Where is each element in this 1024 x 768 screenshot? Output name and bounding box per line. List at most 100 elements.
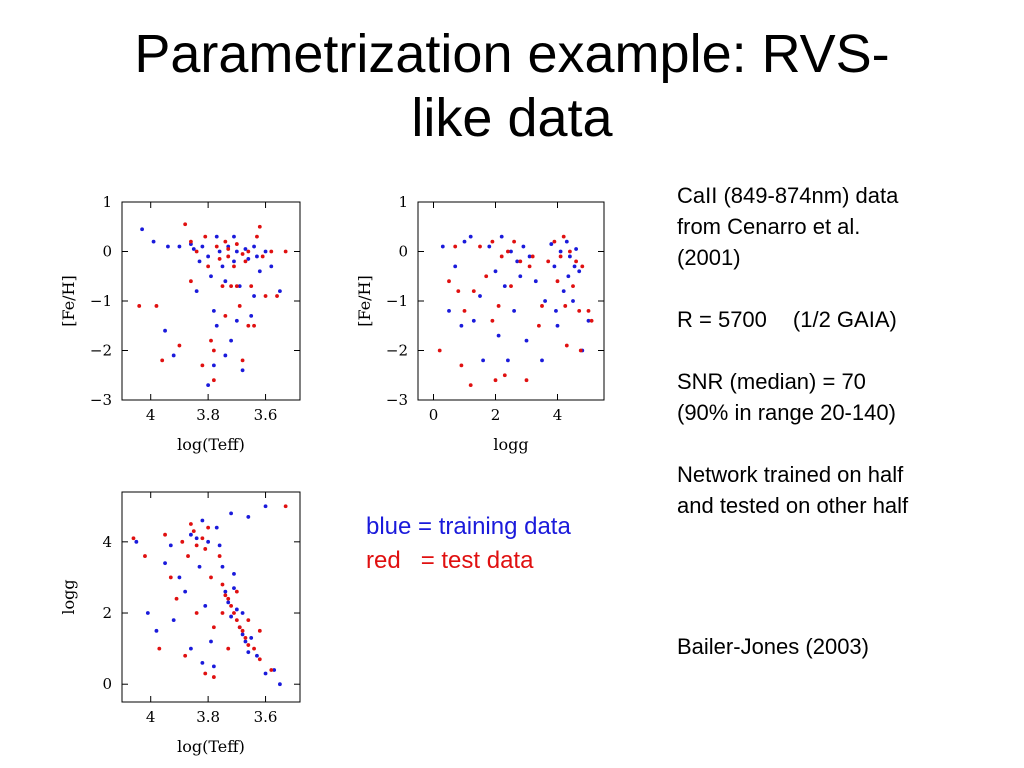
training-data-point bbox=[459, 323, 464, 328]
test-data-point bbox=[131, 536, 136, 541]
test-data-point bbox=[154, 304, 159, 308]
training-data-point bbox=[255, 254, 259, 259]
test-data-point bbox=[220, 611, 225, 615]
training-data-point bbox=[234, 249, 239, 254]
training-data-point bbox=[232, 259, 236, 264]
test-data-point bbox=[499, 254, 504, 259]
x-tick-label: 4 bbox=[553, 406, 563, 424]
scatter-feh-vs-logg: 0 2 4 1 0 −1 −2 −3 logg [Fe/H] bbox=[355, 193, 605, 454]
training-data-point bbox=[194, 536, 199, 541]
training-data-point bbox=[217, 249, 222, 254]
info-data-line-3: (2001) bbox=[677, 245, 741, 270]
info-resolution: R = 5700 (1/2 GAIA) bbox=[677, 304, 1007, 335]
training-data-point bbox=[571, 299, 575, 303]
training-data-point bbox=[478, 294, 482, 298]
test-data-point bbox=[234, 242, 239, 246]
training-data-point bbox=[481, 358, 485, 363]
training-data-point bbox=[255, 653, 259, 658]
training-data-point bbox=[554, 309, 558, 313]
training-data-point bbox=[278, 682, 282, 687]
training-data-point bbox=[217, 543, 222, 548]
test-data-point bbox=[509, 284, 513, 289]
info-resolution-note: (1/2 GAIA) bbox=[792, 307, 897, 332]
plot-frame bbox=[417, 201, 605, 401]
test-data-point bbox=[174, 596, 179, 601]
training-data-point bbox=[234, 607, 239, 612]
test-data-point bbox=[189, 279, 193, 284]
training-data-point bbox=[211, 363, 216, 368]
test-data-point bbox=[183, 222, 188, 227]
x-tick-label: 3.6 bbox=[254, 708, 278, 726]
test-data-point bbox=[257, 224, 262, 229]
training-data-point bbox=[232, 571, 236, 576]
training-data-point bbox=[229, 338, 233, 343]
info-data-line-1: CaII (849-874nm) data bbox=[677, 183, 899, 208]
test-data-point bbox=[255, 234, 259, 239]
test-data-point bbox=[226, 247, 231, 251]
test-data-point bbox=[217, 257, 222, 261]
test-data-point bbox=[217, 554, 222, 558]
test-data-point bbox=[462, 309, 467, 313]
training-data-point bbox=[447, 309, 451, 313]
test-data-point bbox=[220, 284, 225, 289]
test-data-point bbox=[189, 239, 193, 244]
test-data-point bbox=[558, 254, 563, 259]
plot-frame bbox=[121, 491, 301, 703]
training-data-point bbox=[558, 249, 563, 254]
test-data-point bbox=[580, 264, 585, 269]
test-data-point bbox=[263, 294, 268, 298]
training-data-point bbox=[206, 383, 211, 388]
training-data-point bbox=[203, 603, 208, 608]
test-data-point bbox=[252, 323, 256, 328]
y-tick-label: −3 bbox=[90, 391, 112, 409]
test-data-point bbox=[237, 304, 242, 308]
training-data-point bbox=[243, 639, 248, 644]
test-data-point bbox=[168, 575, 173, 580]
test-data-point bbox=[223, 239, 228, 244]
training-data-point bbox=[209, 274, 213, 279]
training-data-point bbox=[471, 318, 476, 323]
training-data-point bbox=[527, 254, 532, 259]
y-tick-label: −3 bbox=[386, 391, 408, 409]
training-data-point bbox=[168, 543, 173, 548]
test-data-point bbox=[546, 259, 551, 264]
test-data-point bbox=[283, 249, 288, 254]
training-data-point bbox=[240, 632, 245, 637]
training-data-point bbox=[257, 269, 262, 274]
training-data-point bbox=[240, 611, 245, 615]
training-data-point bbox=[229, 614, 233, 619]
test-data-point bbox=[252, 646, 256, 651]
scatter-feh-vs-logteff: 4 3.8 3.6 1 0 −1 −2 −3 log(Teff) [Fe/H] bbox=[59, 193, 301, 454]
test-data-point bbox=[561, 234, 566, 239]
test-data-point bbox=[209, 338, 213, 343]
training-data-point bbox=[200, 244, 205, 249]
training-data-point bbox=[566, 274, 571, 279]
test-data-point bbox=[211, 378, 216, 383]
test-data-point bbox=[203, 671, 208, 676]
plot-frame bbox=[121, 201, 301, 401]
y-tick-label: −1 bbox=[90, 292, 112, 310]
training-data-point bbox=[232, 586, 236, 591]
training-data-point bbox=[462, 239, 467, 244]
training-data-point bbox=[263, 504, 268, 509]
slide-title: Parametrization example: RVS- like data bbox=[40, 22, 984, 150]
test-data-point bbox=[484, 274, 489, 279]
test-data-point bbox=[246, 323, 251, 328]
training-data-point bbox=[220, 264, 225, 269]
test-data-point bbox=[447, 279, 451, 284]
training-data-point bbox=[252, 244, 256, 249]
test-data-point bbox=[249, 284, 254, 289]
test-data-point bbox=[234, 589, 239, 594]
training-data-point bbox=[197, 564, 202, 569]
test-data-point bbox=[223, 313, 228, 318]
test-data-point bbox=[177, 343, 182, 348]
test-data-point bbox=[496, 304, 501, 308]
training-data-point bbox=[171, 618, 176, 623]
training-data-point bbox=[177, 575, 182, 580]
test-data-point bbox=[589, 318, 594, 323]
x-tick-label: 4 bbox=[146, 708, 156, 726]
test-data-point bbox=[478, 244, 482, 249]
training-data-point bbox=[211, 664, 216, 669]
test-data-point bbox=[246, 643, 251, 647]
test-data-point bbox=[223, 593, 228, 598]
